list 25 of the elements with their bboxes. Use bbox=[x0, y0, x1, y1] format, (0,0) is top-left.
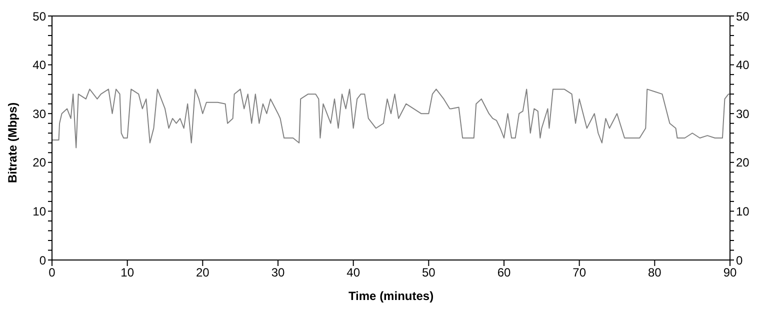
x-tick-label: 90 bbox=[723, 266, 737, 280]
x-tick-label: 70 bbox=[572, 266, 586, 280]
x-tick-label: 40 bbox=[346, 266, 360, 280]
y2-tick-label: 10 bbox=[736, 204, 750, 218]
x-tick-label: 10 bbox=[120, 266, 134, 280]
y-axis-title: Bitrate (Mbps) bbox=[5, 102, 20, 183]
y2-tick-label: 30 bbox=[736, 106, 750, 121]
x-axis-title: Time (minutes) bbox=[348, 289, 434, 303]
line-series bbox=[52, 88, 730, 148]
y-tick-label: 40 bbox=[32, 58, 46, 72]
y-tick-label: 20 bbox=[32, 156, 46, 170]
y2-tick-label: 40 bbox=[736, 58, 750, 72]
y-tick-label: 10 bbox=[32, 204, 46, 218]
y2-tick-label: 20 bbox=[736, 156, 750, 170]
y2-tick-label: 50 bbox=[736, 9, 750, 24]
x-tick-label: 30 bbox=[271, 266, 285, 280]
y-tick-label: 0 bbox=[39, 253, 46, 268]
x-tick-label: 20 bbox=[196, 266, 210, 280]
x-tick-label: 0 bbox=[48, 266, 56, 280]
x-tick-label: 80 bbox=[648, 266, 662, 280]
x-tick-label: 50 bbox=[422, 266, 436, 280]
y2-tick-label: 0 bbox=[736, 253, 743, 268]
y-tick-label: 30 bbox=[32, 106, 46, 121]
y-tick-label: 50 bbox=[32, 9, 46, 24]
x-tick-label: 60 bbox=[497, 266, 511, 280]
